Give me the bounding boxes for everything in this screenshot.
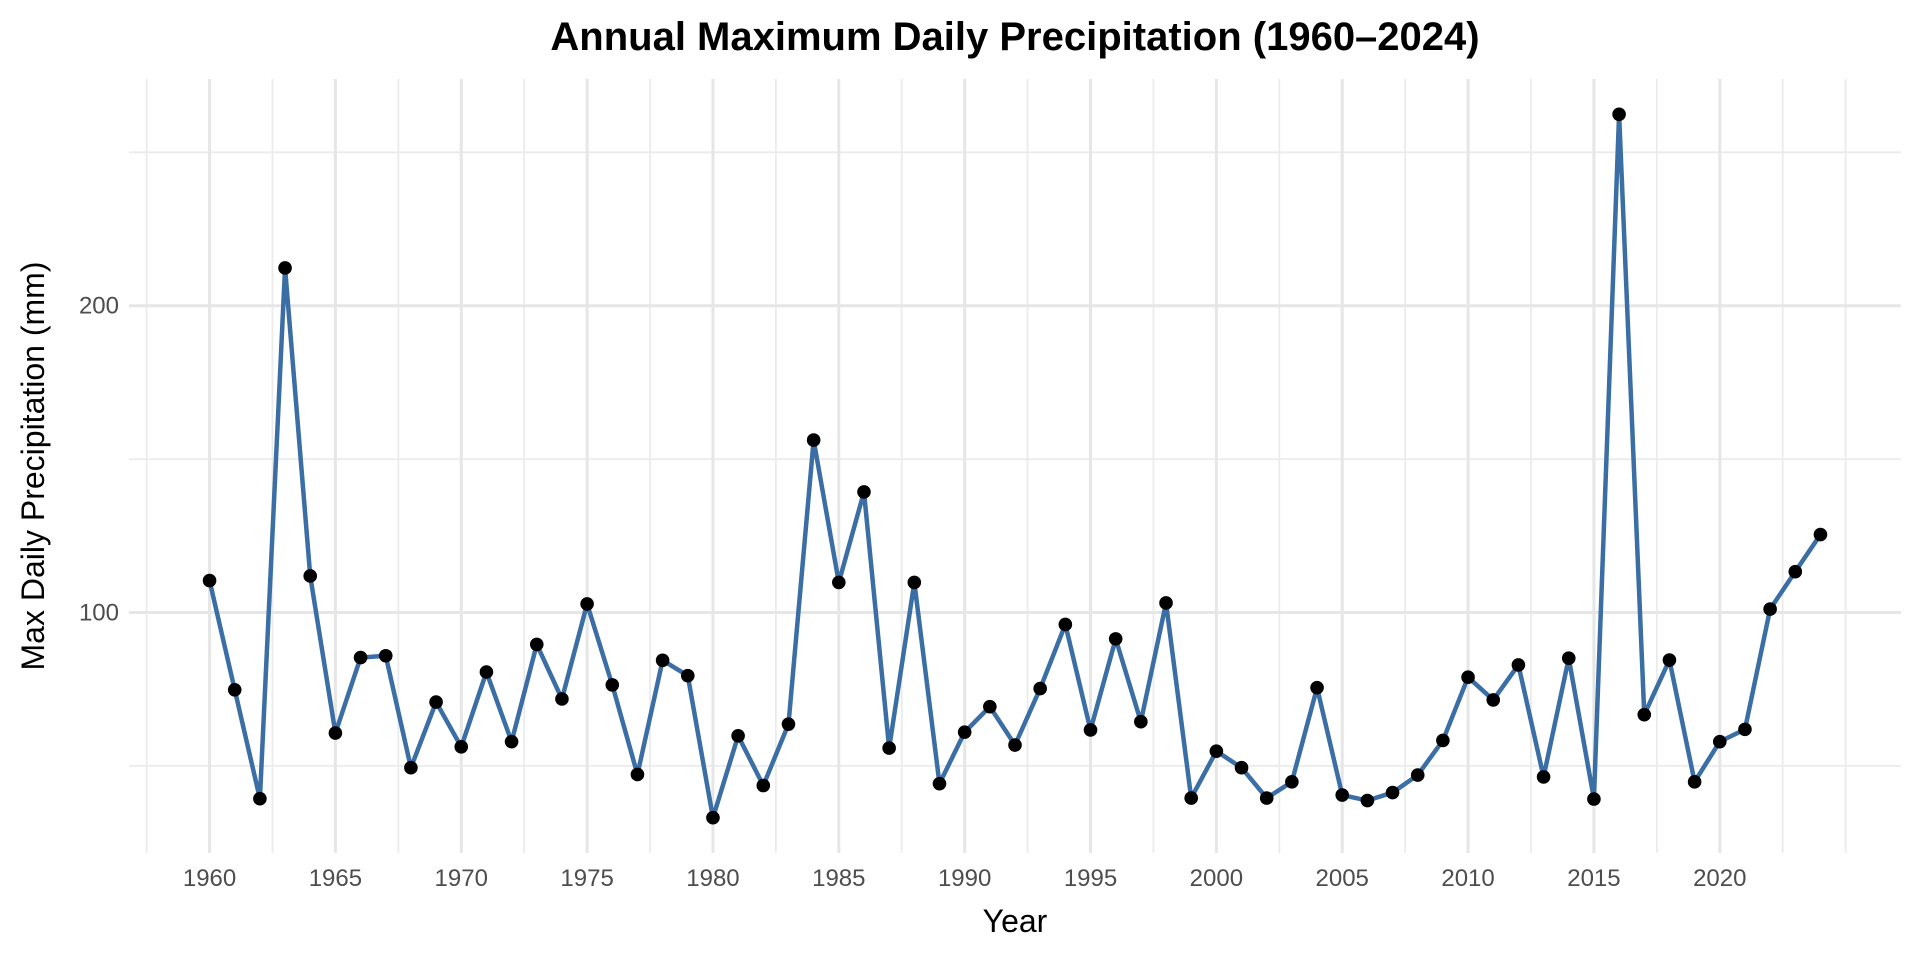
data-point: [1461, 670, 1475, 685]
data-point: [1763, 602, 1777, 616]
data-point: [529, 637, 544, 652]
data-point: [454, 740, 469, 754]
data-point: [630, 767, 645, 782]
chart-title: Annual Maximum Daily Precipitation (1960…: [550, 15, 1479, 59]
data-point: [227, 682, 242, 697]
x-axis-title: Year: [983, 903, 1048, 939]
data-point: [655, 653, 670, 668]
x-tick-label: 2010: [1441, 865, 1494, 892]
x-tick-label: 1960: [183, 865, 236, 892]
data-point: [756, 778, 771, 793]
x-tick-label: 2015: [1567, 865, 1620, 892]
data-point: [1486, 693, 1501, 707]
data-point: [1134, 714, 1148, 729]
data-point: [957, 725, 972, 739]
data-point: [1335, 788, 1350, 802]
data-point: [253, 791, 267, 806]
data-point: [1209, 744, 1224, 758]
data-point: [731, 729, 745, 743]
y-tick-label: 100: [79, 599, 119, 626]
x-tick-label: 1975: [560, 865, 613, 892]
data-point: [781, 717, 796, 731]
data-point: [1310, 680, 1324, 695]
data-point: [328, 726, 343, 740]
data-point: [1511, 658, 1526, 672]
data-point: [429, 695, 443, 709]
data-point: [806, 433, 821, 447]
y-axis-title: Max Daily Precipitation (mm): [15, 262, 51, 671]
data-point: [857, 485, 871, 499]
data-point: [1587, 792, 1601, 806]
data-point: [202, 573, 217, 588]
major-gridlines: [129, 79, 1901, 853]
data-point: [353, 650, 368, 665]
data-point: [882, 741, 896, 755]
data-point: [1637, 707, 1652, 722]
data-point: [1083, 723, 1098, 737]
data-point: [1662, 653, 1677, 667]
data-point: [1008, 738, 1022, 752]
data-point: [832, 575, 846, 590]
data-point: [1712, 734, 1727, 749]
data-point: [1108, 632, 1123, 646]
x-tick-label: 1980: [686, 865, 739, 892]
data-point: [580, 597, 594, 611]
x-tick-labels: 1960 1965 1970 1975 1980 1985 1990 1995 2000 2005…: [183, 865, 1747, 892]
data-point: [605, 678, 620, 692]
points-layer: [202, 107, 1828, 825]
data-point: [680, 668, 695, 683]
data-point: [1234, 760, 1249, 775]
data-point: [479, 665, 494, 679]
data-point: [504, 734, 519, 749]
data-point: [706, 810, 720, 825]
data-point: [983, 699, 997, 714]
data-point: [1561, 651, 1576, 665]
data-point: [1738, 722, 1752, 737]
data-point: [907, 575, 922, 590]
data-point: [1612, 107, 1626, 122]
data-point: [1259, 791, 1274, 805]
y-tick-label: 200: [79, 293, 119, 320]
y-tick-labels: 100 200: [79, 293, 119, 627]
data-point: [303, 569, 318, 583]
data-point: [932, 776, 947, 791]
data-point: [404, 760, 418, 775]
data-point: [1184, 791, 1198, 805]
data-point: [1536, 770, 1551, 784]
minor-gridlines: [129, 79, 1901, 853]
x-tick-label: 1985: [812, 865, 865, 892]
x-tick-label: 2000: [1190, 865, 1243, 892]
data-point: [378, 648, 393, 663]
data-point: [1385, 785, 1400, 800]
x-tick-label: 2020: [1693, 865, 1746, 892]
data-point: [1687, 775, 1702, 789]
data-point: [1285, 775, 1299, 789]
data-point: [555, 692, 569, 706]
data-point: [1058, 617, 1073, 632]
data-point: [1033, 681, 1047, 696]
data-point: [1360, 793, 1375, 808]
x-tick-label: 1990: [938, 865, 991, 892]
data-point: [1436, 733, 1450, 748]
data-point: [278, 261, 292, 275]
x-tick-label: 1965: [309, 865, 362, 892]
data-point: [1410, 768, 1425, 782]
data-point: [1813, 527, 1828, 542]
x-tick-label: 1970: [435, 865, 488, 892]
data-point: [1788, 564, 1803, 579]
x-tick-label: 2005: [1316, 865, 1369, 892]
data-point: [1159, 596, 1173, 610]
x-tick-label: 1995: [1064, 865, 1117, 892]
